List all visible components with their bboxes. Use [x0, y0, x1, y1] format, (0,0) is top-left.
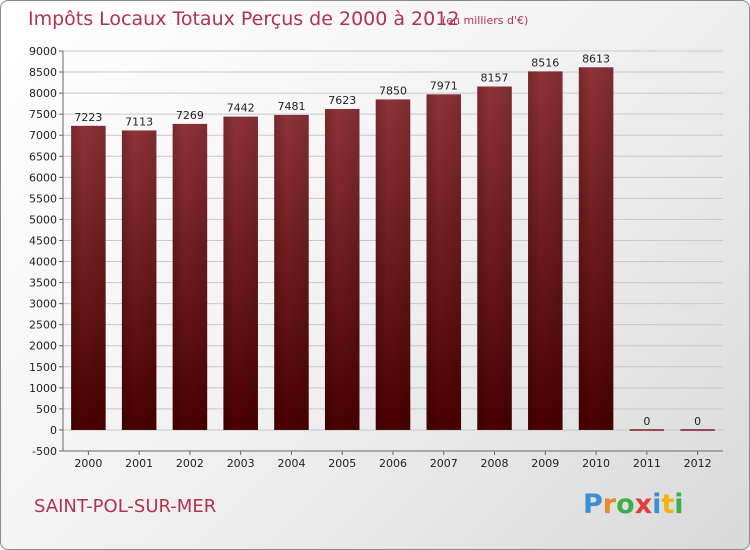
logo-letter: o: [616, 489, 635, 520]
bar-shade-2002: [172, 123, 208, 430]
y-tick-label: 3000: [29, 298, 57, 311]
value-label-2002: 7269: [176, 109, 204, 122]
y-tick-label: 6500: [29, 150, 57, 163]
chart-title: Impôts Locaux Totaux Perçus de 2000 à 20…: [28, 8, 460, 30]
x-tick-label-2002: 2002: [176, 457, 204, 470]
y-tick-label: 3500: [29, 277, 57, 290]
logo-letter: i: [652, 489, 662, 520]
logo-letter: i: [674, 489, 684, 520]
x-tick-label-2007: 2007: [430, 457, 458, 470]
logo-letter: r: [602, 489, 617, 520]
y-tick-label: 1500: [29, 361, 57, 374]
bar-shade-2008: [477, 86, 512, 430]
y-tick-label: 2500: [29, 319, 57, 332]
y-tick-label: 4500: [29, 234, 57, 247]
bar-shade-2009: [528, 71, 563, 430]
x-tick-label-2008: 2008: [481, 457, 509, 470]
value-label-2004: 7481: [277, 100, 305, 113]
bar-shade-2001: [121, 130, 157, 430]
y-tick-label: 1000: [29, 382, 57, 395]
value-label-2007: 7971: [430, 79, 458, 92]
value-label-2011: 0: [643, 415, 650, 428]
value-label-2006: 7850: [379, 84, 407, 97]
value-label-2001: 7113: [125, 115, 153, 128]
y-tick-label: 8500: [29, 66, 57, 79]
y-tick-label: 7000: [29, 129, 57, 142]
value-label-2012: 0: [694, 415, 701, 428]
y-tick-label: 7500: [29, 108, 57, 121]
y-tick-label: 4000: [29, 256, 57, 269]
bar-shade-2003: [223, 116, 258, 430]
x-tick-label-2001: 2001: [125, 457, 153, 470]
value-label-2003: 7442: [227, 102, 255, 115]
y-tick-label: 6000: [29, 171, 57, 184]
x-tick-label-2003: 2003: [227, 457, 255, 470]
logo-letter: x: [634, 489, 653, 520]
value-label-2008: 8157: [481, 71, 509, 84]
proxiti-logo: Proxiti: [583, 489, 684, 520]
bar-shade-2006: [375, 99, 411, 430]
y-tick-label: 0: [50, 424, 57, 437]
chart-subtitle: (en milliers d'€): [442, 14, 529, 27]
y-tick-label: 2000: [29, 340, 57, 353]
bar-shade-2005: [324, 108, 360, 430]
bar-shade-2007: [426, 94, 462, 430]
x-tick-label-2012: 2012: [684, 457, 712, 470]
x-tick-label-2000: 2000: [74, 457, 102, 470]
y-tick-label: 5000: [29, 213, 57, 226]
y-tick-label: -500: [32, 445, 57, 458]
value-label-2000: 7223: [74, 111, 102, 124]
value-label-2009: 8516: [531, 56, 559, 69]
bar-shade-2010: [578, 67, 614, 430]
x-tick-label-2011: 2011: [633, 457, 661, 470]
value-label-2005: 7623: [328, 94, 356, 107]
y-tick-label: 500: [36, 403, 57, 416]
x-tick-label-2004: 2004: [277, 457, 305, 470]
bar-shade-2000: [71, 125, 106, 430]
value-label-2010: 8613: [582, 52, 610, 65]
x-tick-label-2009: 2009: [531, 457, 559, 470]
y-tick-label: 5500: [29, 192, 57, 205]
x-tick-label-2006: 2006: [379, 457, 407, 470]
logo-letter: P: [583, 489, 603, 520]
logo-letter: t: [661, 489, 675, 520]
y-tick-label: 9000: [29, 45, 57, 58]
x-tick-label-2005: 2005: [328, 457, 356, 470]
town-name: SAINT-POL-SUR-MER: [34, 496, 217, 517]
y-tick-label: 8000: [29, 87, 57, 100]
bar-shade-2004: [274, 114, 309, 430]
x-tick-label-2010: 2010: [582, 457, 610, 470]
